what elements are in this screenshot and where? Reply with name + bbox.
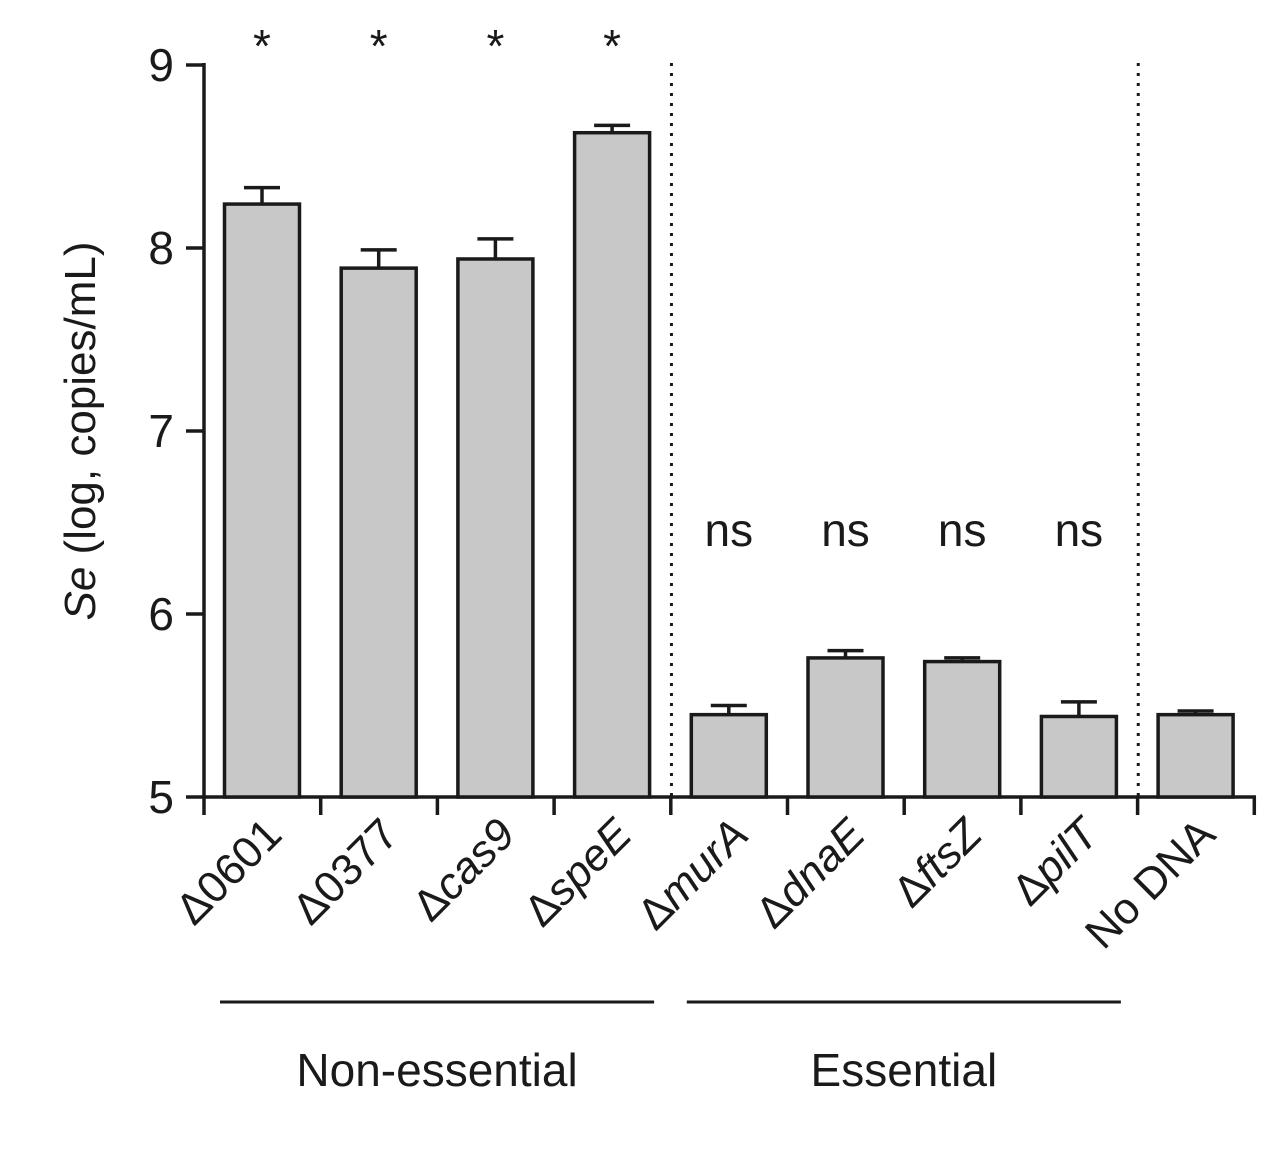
bar-7 bbox=[1039, 714, 1119, 799]
significance-label-0: * bbox=[253, 20, 271, 72]
category-label-4: ΔmurA bbox=[628, 809, 758, 939]
significance-label-5: ns bbox=[821, 504, 870, 556]
significance-label-7: ns bbox=[1055, 504, 1104, 556]
bar-6 bbox=[922, 659, 1002, 799]
significance-label-4: ns bbox=[705, 504, 754, 556]
significance-label-2: * bbox=[486, 20, 504, 72]
y-axis-title-units: (log, copies/mL) bbox=[56, 241, 105, 566]
group-label-0: Non-essential bbox=[296, 1044, 577, 1096]
y-tick-label: 5 bbox=[148, 771, 174, 823]
category-label-2: Δcas9 bbox=[403, 809, 524, 930]
bar-3 bbox=[572, 130, 652, 799]
group-label-1: Essential bbox=[811, 1044, 998, 1096]
category-label-7: ΔpilT bbox=[1002, 807, 1110, 915]
y-tick-label: 8 bbox=[148, 222, 174, 274]
plot-area: 5 6 7 8 9 Se (log, copies/mL) * * * * ns ns ns ns Δ060… bbox=[56, 20, 1257, 1096]
category-label-5: ΔdnaE bbox=[746, 809, 875, 938]
category-label-3: ΔspeE bbox=[515, 809, 642, 936]
bar-2 bbox=[456, 257, 535, 799]
category-label-1: Δ0377 bbox=[283, 809, 408, 934]
bar-1 bbox=[339, 266, 418, 799]
category-label-0: Δ0601 bbox=[166, 809, 291, 934]
category-name: No DNA bbox=[1076, 809, 1225, 958]
bar-4 bbox=[689, 712, 769, 799]
bar-5 bbox=[806, 656, 885, 799]
bar-0 bbox=[222, 202, 302, 799]
y-axis-title-italic: Se bbox=[56, 567, 105, 621]
y-tick-label: 6 bbox=[148, 588, 174, 640]
significance-label-6: ns bbox=[938, 504, 987, 556]
y-tick-label: 9 bbox=[148, 39, 174, 91]
significance-label-3: * bbox=[603, 20, 621, 72]
y-tick-label: 7 bbox=[148, 405, 174, 457]
category-label-8: No DNA bbox=[1076, 809, 1225, 958]
category-label-6: ΔftsZ bbox=[884, 808, 993, 917]
significance-label-1: * bbox=[370, 20, 388, 72]
bar-8 bbox=[1156, 712, 1235, 799]
y-axis-title: Se (log, copies/mL) bbox=[56, 241, 105, 620]
